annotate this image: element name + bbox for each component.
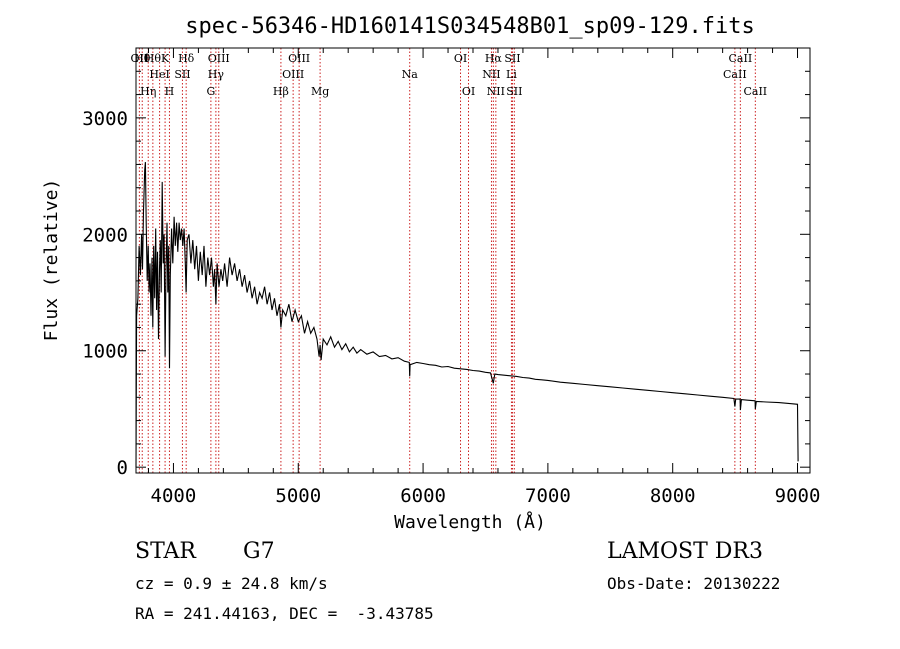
spectral-line-label: H: [165, 85, 175, 98]
flux-series-line: [135, 162, 799, 468]
spectral-line-label: CaII: [743, 85, 767, 98]
spectral-line-label: SII: [506, 85, 522, 98]
spectral-line-label: Na: [402, 68, 419, 81]
x-tick-label: 9000: [775, 485, 821, 507]
x-tick-label: 7000: [525, 485, 571, 507]
coordinates: RA = 241.44163, DEC = -3.43785: [135, 604, 434, 623]
spectral-line-label: OII: [131, 52, 149, 65]
spectral-line-label: SII: [504, 52, 520, 65]
y-axis-label: Flux (relative): [41, 179, 62, 342]
y-tick-label: 1000: [82, 341, 128, 363]
spectral-line-label: Hδ: [178, 52, 195, 65]
spectral-line-label: OI: [462, 85, 475, 98]
spectral-line-label: K: [161, 52, 170, 65]
spectral-line-label: CaII: [723, 68, 747, 81]
spectral-line-label: Hβ: [273, 85, 289, 98]
x-tick-label: 5000: [275, 485, 321, 507]
chart-title: spec-56346-HD160141S034548B01_sp09-129.f…: [185, 14, 755, 39]
spectral-line-label: OIII: [288, 52, 310, 65]
spectral-line-label: Hθ: [145, 52, 162, 65]
spectral-line-label: OIII: [282, 68, 304, 81]
spectral-line-label: Mg: [311, 85, 329, 98]
x-tick-label: 4000: [151, 485, 197, 507]
spectral-line-label: Hη: [140, 85, 156, 98]
plot-frame: [135, 47, 811, 474]
spectral-line-label: OIII: [208, 52, 230, 65]
y-tick-label: 3000: [82, 108, 128, 130]
spectral-subclass: G7: [243, 539, 275, 564]
y-axis: 0 1000 2000 3000: [82, 70, 810, 479]
spectral-line-label: G: [206, 85, 215, 98]
x-tick-label: 6000: [400, 485, 446, 507]
x-axis-label: Wavelength (Å): [394, 511, 546, 533]
spectral-line-label: HeI: [149, 68, 169, 81]
spectral-line-label: NII: [482, 68, 500, 81]
x-tick-label: 8000: [650, 485, 696, 507]
spectral-line-label: OI: [454, 52, 467, 65]
observation-date: Obs-Date: 20130222: [607, 574, 781, 593]
spectral-line-label: SII: [174, 68, 190, 81]
spectral-line-label: Hγ: [208, 68, 225, 81]
spectral-line-label: Li: [506, 68, 517, 81]
spectral-line-label: Hθ: [134, 52, 151, 65]
spectral-line-label: Hα: [485, 52, 503, 65]
spectral-line-label: NII: [487, 85, 505, 98]
object-class: STAR: [135, 539, 196, 564]
survey-name: LAMOST DR3: [607, 539, 763, 564]
spectral-line-markers: [138, 48, 756, 473]
x-axis: 4000 5000 6000 7000 8000 9000: [147, 48, 821, 507]
spectral-line-label: CaII: [729, 52, 753, 65]
y-tick-label: 0: [117, 457, 128, 479]
redshift-value: cz = 0.9 ± 24.8 km/s: [135, 574, 328, 593]
y-tick-label: 2000: [82, 224, 128, 246]
